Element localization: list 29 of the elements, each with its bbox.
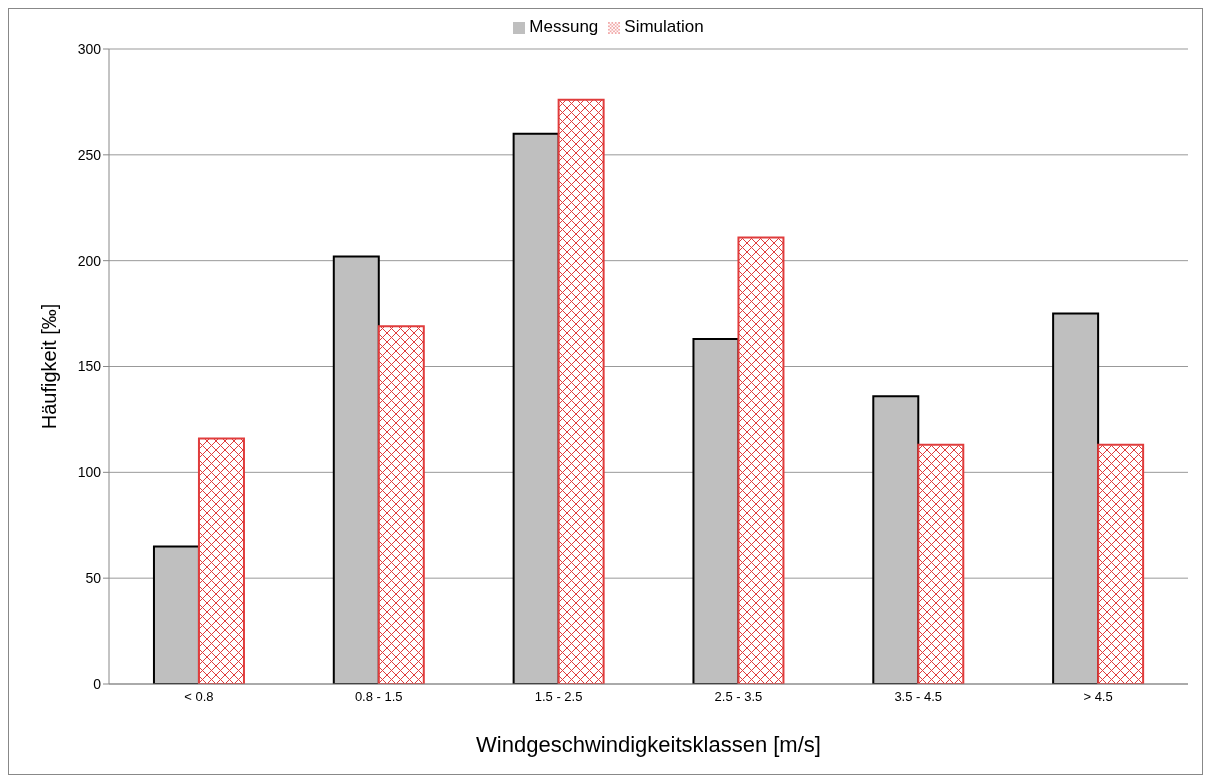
y-axis-title: Häufigkeit [‰] <box>38 303 61 430</box>
y-tick-label: 300 <box>77 40 102 57</box>
x-tick-label: 0.8 - 1.5 <box>354 689 403 705</box>
x-tick-label: 2.5 - 3.5 <box>714 689 763 705</box>
x-tick-label: < 0.8 <box>184 689 214 705</box>
legend-label: Messung <box>529 17 599 36</box>
bar <box>377 325 425 684</box>
bar <box>332 255 380 684</box>
bar <box>737 236 785 684</box>
bar <box>872 395 920 684</box>
x-axis-title: Windgeschwindigkeitsklassen [m/s] <box>476 732 821 757</box>
bar <box>692 337 740 684</box>
y-tick-label: 100 <box>77 464 102 481</box>
bar <box>557 98 605 684</box>
y-tick-label: 50 <box>85 570 102 587</box>
x-tick-label: > 4.5 <box>1083 689 1113 705</box>
y-tick-label: 0 <box>93 675 102 692</box>
x-tick-label: 3.5 - 4.5 <box>894 689 943 705</box>
bar <box>512 132 560 684</box>
y-tick-label: 250 <box>77 146 102 163</box>
bar <box>917 443 965 684</box>
bar <box>152 545 200 684</box>
bar <box>1097 443 1145 684</box>
y-tick-label: 200 <box>77 252 102 269</box>
legend-label: Simulation <box>624 17 704 36</box>
bar <box>1052 312 1100 684</box>
x-tick-label: 1.5 - 2.5 <box>534 689 583 705</box>
y-tick-label: 150 <box>77 358 102 375</box>
bar <box>197 437 245 684</box>
